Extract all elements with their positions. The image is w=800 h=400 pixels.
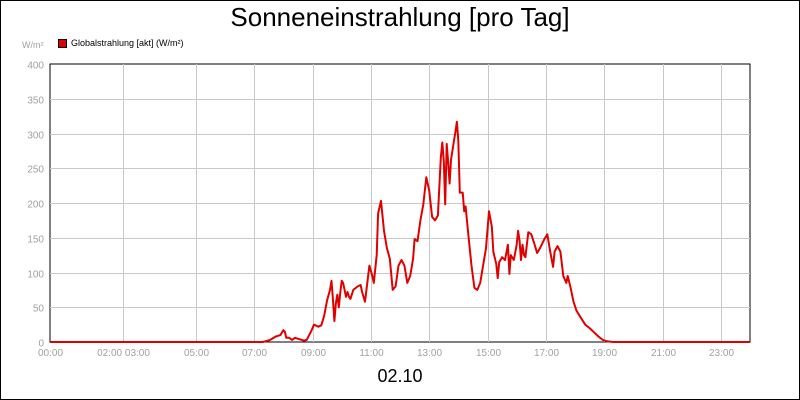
y-tick-label: 300 [27,131,44,142]
y-tick-label: 350 [27,96,44,107]
y-tick-label: 100 [27,270,44,281]
series-line [50,120,750,343]
y-axis-unit-label: W/m² [22,40,44,50]
y-tick-label: 150 [27,235,44,246]
legend-label: Globalstrahlung [akt] (W/m²) [71,38,184,48]
y-tick-label: 400 [27,61,44,72]
y-tick-label: 250 [27,165,44,176]
x-tick-label: 21:00 [651,348,676,359]
legend-swatch [58,38,67,48]
legend: Globalstrahlung [akt] (W/m²) [58,38,184,48]
x-tick-label: 15:00 [476,348,501,359]
x-tick-label: 17:00 [534,348,559,359]
x-tick-label: 11:00 [359,348,384,359]
date-label: 02.10 [377,366,423,386]
x-tick-label: 23:00 [709,348,734,359]
x-tick-label: 05:00 [184,348,209,359]
chart-title: Sonneneinstrahlung [pro Tag] [230,2,570,32]
x-tick-label: 00:00 [38,348,63,359]
y-tick-label: 50 [33,304,45,315]
x-tick-label: 02:00 03:00 [97,348,150,359]
y-tick-label: 0 [38,339,44,350]
x-tick-label: 13:00 [417,348,442,359]
x-tick-label: 09:00 [301,348,326,359]
x-tick-label: 07:00 [242,348,267,359]
y-tick-label: 200 [27,200,44,211]
x-tick-label: 19:00 [592,348,617,359]
